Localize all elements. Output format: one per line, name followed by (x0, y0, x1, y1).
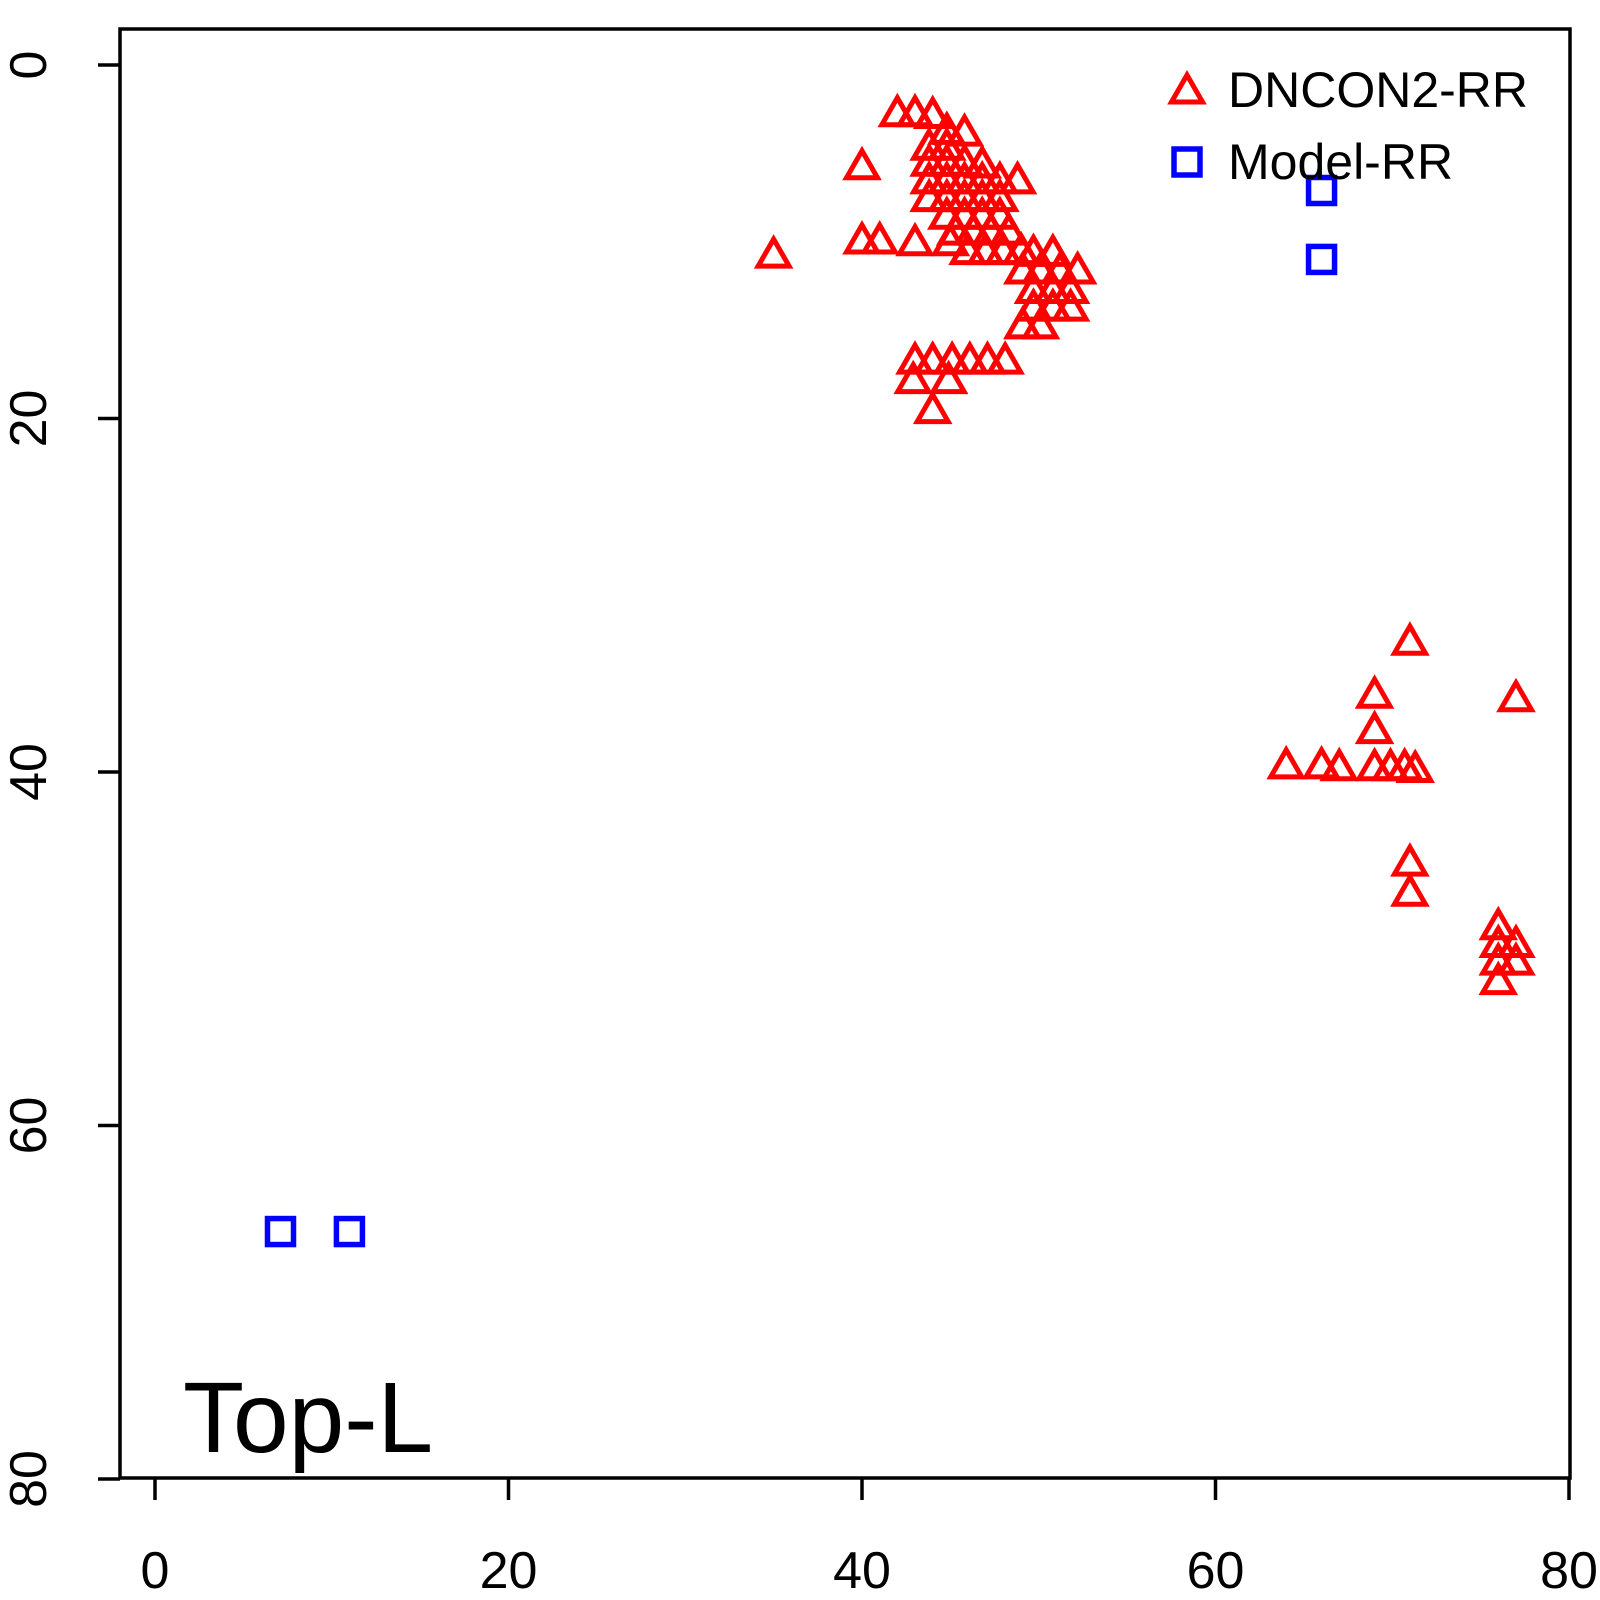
legend-label-model-rr: Model-RR (1228, 134, 1453, 190)
triangle-marker-icon (1395, 748, 1436, 783)
triangle-marker-icon (930, 221, 971, 257)
triangle-marker-icon (997, 159, 1038, 195)
triangle-marker-icon (912, 389, 953, 425)
plot-border (118, 27, 1572, 1480)
triangle-marker-icon (859, 219, 900, 255)
annotation-top-l: Top-L (183, 1362, 433, 1474)
x-axis-tick-label: 80 (1540, 1542, 1598, 1600)
triangle-marker-icon (928, 359, 969, 395)
triangle-marker-icon (927, 126, 967, 161)
triangle-marker-icon (1478, 905, 1519, 941)
triangle-marker-icon (1390, 842, 1430, 877)
y-axis-tick-label: 0 (0, 51, 58, 80)
x-axis-tick-label: 60 (1187, 1542, 1245, 1600)
x-axis-tick-label: 20 (480, 1542, 538, 1600)
triangle-marker-icon (753, 234, 794, 269)
triangle-marker-icon (944, 142, 985, 177)
series-model-rr (264, 174, 1338, 1248)
triangle-marker-icon (980, 177, 1020, 213)
x-axis-tick-label: 40 (833, 1542, 891, 1600)
triangle-marker-icon (1354, 674, 1395, 709)
series-dncon2-rr (753, 92, 1536, 996)
square-marker-icon (1305, 243, 1338, 276)
triangle-marker-icon (1050, 287, 1091, 322)
triangle-marker-icon (1013, 269, 1054, 304)
triangle-marker-icon (912, 94, 953, 129)
triangle-marker-icon (985, 340, 1025, 375)
y-axis-tick-label: 80 (0, 1450, 58, 1508)
triangle-marker-icon (1390, 621, 1430, 656)
y-axis-tick-label: 60 (0, 1097, 58, 1155)
triangle-marker-icon (1354, 709, 1395, 745)
triangle-marker-icon (895, 221, 935, 257)
triangle-marker-icon (1496, 677, 1536, 713)
triangle-marker-icon (1050, 269, 1091, 304)
square-marker-icon (1171, 146, 1203, 178)
square-marker-icon (1305, 174, 1338, 207)
triangle-marker-icon (893, 359, 934, 395)
y-axis-tick-label: 40 (0, 743, 58, 801)
legend: DNCON2-RR Model-RR (1167, 62, 1528, 190)
triangle-marker-icon (1020, 304, 1061, 340)
square-marker-icon (333, 1215, 366, 1248)
triangle-marker-icon (1496, 941, 1536, 976)
triangle-marker-icon (1167, 69, 1207, 105)
y-axis-tick-label: 20 (0, 390, 58, 448)
triangle-marker-icon (1266, 744, 1307, 780)
triangle-marker-icon (912, 340, 953, 375)
triangle-marker-icon (1496, 923, 1536, 958)
triangle-marker-icon (962, 143, 1003, 179)
legend-label-dncon2-rr: DNCON2-RR (1228, 62, 1528, 118)
triangle-marker-icon (1301, 744, 1342, 780)
triangle-marker-icon (842, 145, 882, 181)
triangle-marker-icon (1390, 872, 1430, 907)
triangle-marker-icon (1478, 960, 1519, 996)
triangle-marker-icon (895, 92, 935, 128)
triangle-marker-icon (1319, 746, 1360, 782)
square-marker-icon (264, 1215, 297, 1248)
x-axis-tick-label: 0 (141, 1542, 170, 1600)
